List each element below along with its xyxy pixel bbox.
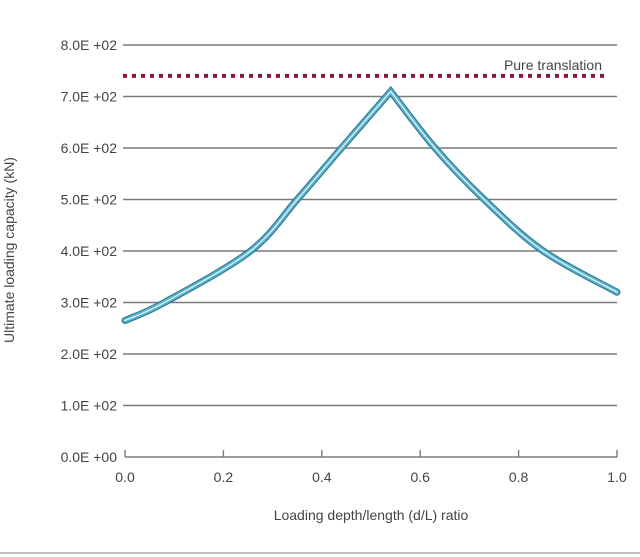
x-axis-ticks: 0.0 0.2 0.4 0.6 0.8 1.0 [115, 469, 627, 485]
y-tick-label: 3.0E +02 [61, 295, 118, 311]
x-tick-label: 0.0 [115, 469, 135, 485]
x-tick-label: 0.2 [214, 469, 234, 485]
x-axis-title: Loading depth/length (d/L) ratio [274, 507, 469, 523]
x-axis [124, 450, 618, 458]
x-tick-label: 0.4 [312, 469, 332, 485]
x-tick-label: 0.8 [509, 469, 529, 485]
y-tick-label: 8.0E +02 [61, 37, 118, 53]
y-tick-label: 5.0E +02 [61, 192, 118, 208]
y-tick-label: 4.0E +02 [61, 243, 118, 259]
gridlines [123, 44, 617, 407]
y-tick-label: 7.0E +02 [61, 89, 118, 105]
pure-translation-label: Pure translation [504, 57, 602, 73]
y-tick-label: 2.0E +02 [61, 346, 118, 362]
y-tick-label: 6.0E +02 [61, 140, 118, 156]
x-tick-label: 0.6 [410, 469, 430, 485]
x-tick-label: 1.0 [607, 469, 627, 485]
y-axis-ticks: 0.0E +00 1.0E +02 2.0E +02 3.0E +02 4.0E +02… [61, 37, 118, 465]
series-line [124, 90, 618, 322]
y-axis-title: Ultimate loading capacity (kN) [1, 157, 17, 343]
capacity-curve [121, 85, 621, 324]
y-tick-label: 0.0E +00 [61, 449, 118, 465]
bottom-divider [0, 552, 640, 554]
y-tick-label: 1.0E +02 [61, 398, 118, 414]
